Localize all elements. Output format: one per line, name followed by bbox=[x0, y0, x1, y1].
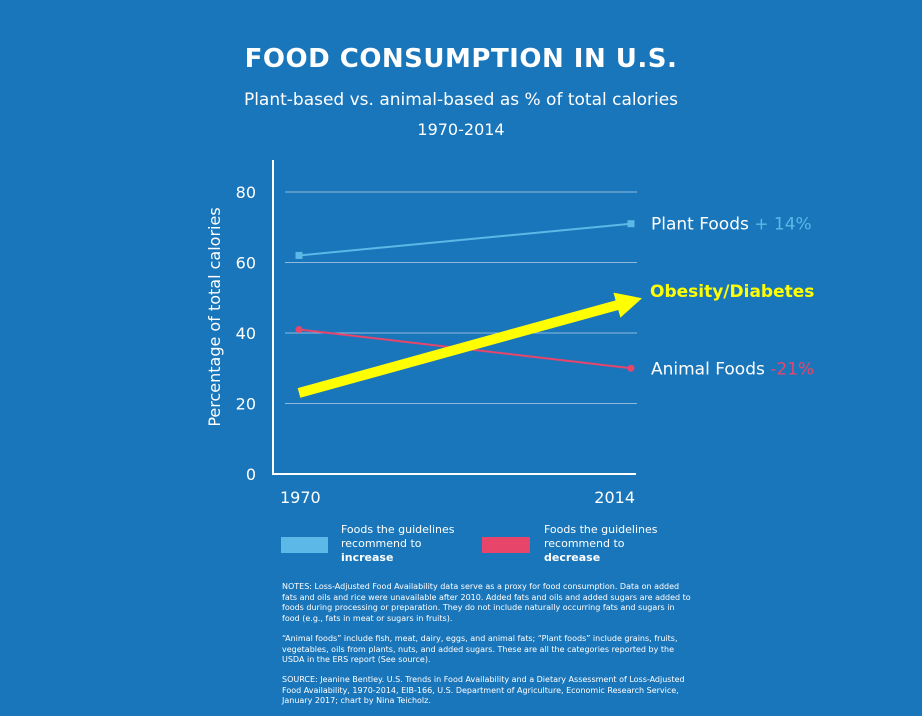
legend-text: Foods the guidelines bbox=[544, 523, 658, 536]
data-point bbox=[295, 251, 303, 259]
data-point bbox=[295, 325, 303, 333]
source-paragraph: SOURCE: Jeanine Bentley. U.S. Trends in … bbox=[282, 675, 685, 705]
y-tick-label: 20 bbox=[236, 395, 256, 414]
series-label: Animal Foods -21% bbox=[651, 359, 814, 379]
series-line-0 bbox=[298, 222, 632, 257]
x-tick-label: 2014 bbox=[594, 488, 635, 507]
legend-swatch-decrease bbox=[482, 537, 530, 553]
chart-period: 1970-2014 bbox=[417, 120, 505, 139]
legend-text: decrease bbox=[544, 551, 601, 564]
legend-swatch-increase bbox=[281, 537, 328, 553]
legend-item-increase: Foods the guidelines recommend to increa… bbox=[341, 523, 455, 565]
legend-text: recommend to bbox=[544, 537, 625, 550]
y-tick-label: 40 bbox=[236, 324, 256, 343]
data-point bbox=[627, 220, 635, 228]
chart-subtitle: Plant-based vs. animal-based as % of tot… bbox=[243, 90, 679, 110]
series-name: Plant Foods bbox=[651, 215, 754, 235]
data-point bbox=[627, 364, 635, 372]
annotation-label: Obesity/Diabetes bbox=[650, 282, 814, 302]
legend-item-decrease: Foods the guidelines recommend to decrea… bbox=[544, 523, 658, 565]
y-tick-label: 0 bbox=[246, 465, 256, 484]
notes-paragraph: “Animal foods” include fish, meat, dairy… bbox=[282, 634, 678, 664]
annotation-arrow bbox=[297, 292, 642, 398]
y-tick-label: 60 bbox=[236, 254, 256, 273]
legend-text: recommend to bbox=[341, 537, 422, 550]
legend-text: increase bbox=[341, 551, 394, 564]
y-tick-label: 80 bbox=[236, 183, 256, 202]
notes-paragraph: NOTES: Loss-Adjusted Food Availability d… bbox=[282, 582, 691, 623]
chart-title: FOOD CONSUMPTION IN U.S. bbox=[244, 44, 678, 74]
series-change: + 14% bbox=[754, 215, 811, 235]
y-axis-label: Percentage of total calories bbox=[205, 207, 224, 426]
series-name: Animal Foods bbox=[651, 359, 770, 379]
legend-text: Foods the guidelines bbox=[341, 523, 455, 536]
x-tick-label: 1970 bbox=[280, 488, 321, 507]
series-label: Plant Foods + 14% bbox=[651, 215, 812, 235]
series-change: -21% bbox=[770, 359, 814, 379]
